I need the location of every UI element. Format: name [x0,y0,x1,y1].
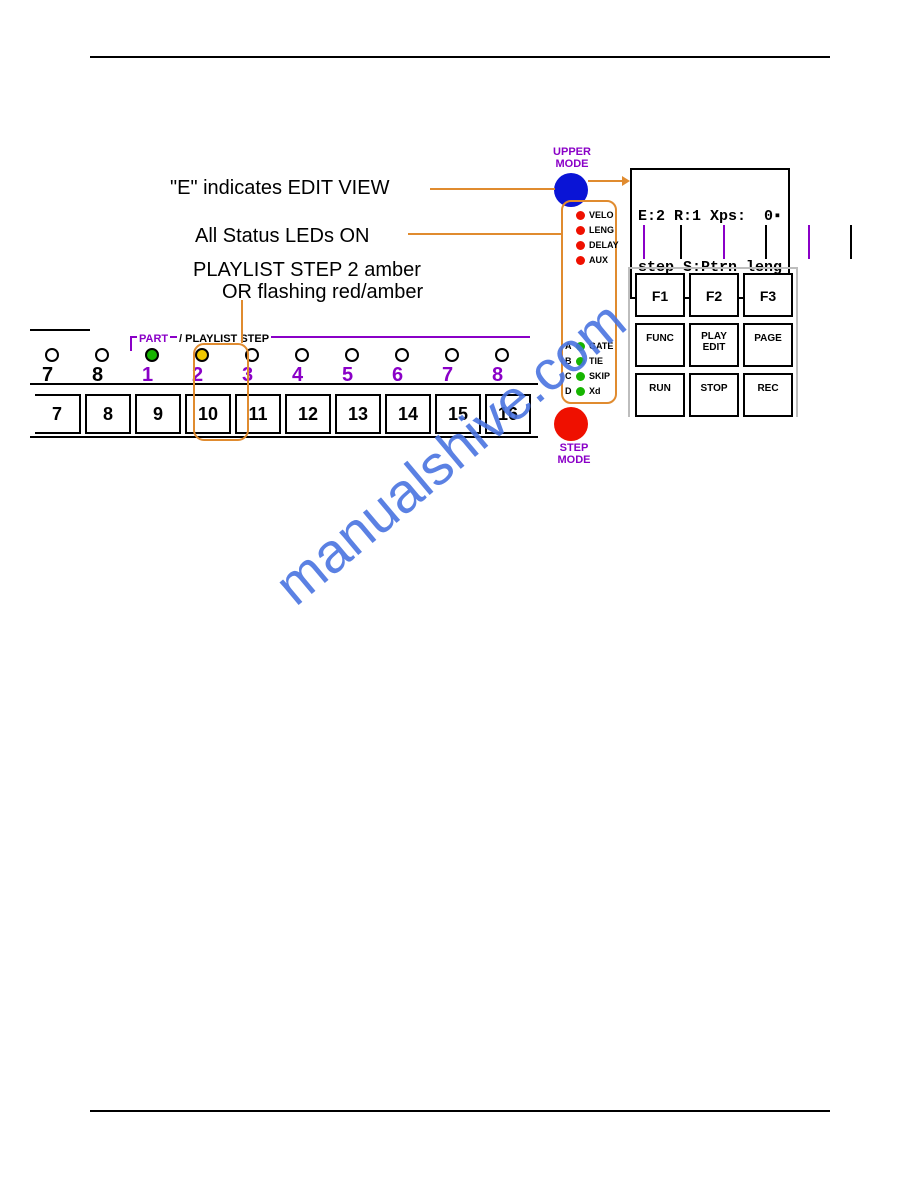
aux-led-label-xd: Xd [589,386,601,396]
page-rule-top [90,56,830,58]
fn-button-f3[interactable]: F3 [743,273,793,317]
fn-button-run[interactable]: RUN [635,373,685,417]
encoder-tick-0 [643,225,645,259]
step-mode-label: STEP MODE [555,443,593,466]
step-button-15[interactable]: 15 [435,394,481,434]
anno-playlist-step-l1: PLAYLIST STEP 2 amber [193,259,421,282]
aux-led-prefix-a: A [565,341,572,351]
step-button-13[interactable]: 13 [335,394,381,434]
aux-led-gate [576,342,585,351]
status-led-leng [576,226,585,235]
encoder-tick-1 [680,225,682,259]
anno-status-leds: All Status LEDs ON [195,225,370,248]
encoder-tick-5 [850,225,852,259]
leader-status-leds [408,233,563,235]
aux-led-prefix-c: C [565,371,572,381]
upper-mode-label: UPPER MODE [550,147,594,170]
encoder-tick-3 [765,225,767,259]
aux-led-xd [576,387,585,396]
part-led-5 [295,348,309,362]
part-header-part: PART [137,333,170,345]
aux-led-prefix-d: D [565,386,572,396]
fn-button-play-edit[interactable]: PLAYEDIT [689,323,739,367]
status-led-delay [576,241,585,250]
status-led-label-velo: VELO [589,210,614,220]
aux-led-label-gate: GATE [589,341,613,351]
fn-button-stop[interactable]: STOP [689,373,739,417]
aux-led-skip [576,372,585,381]
aux-led-label-tie: TIE [589,356,603,366]
arrow-upper-to-lcd [588,174,630,188]
anno-edit-view: "E" indicates EDIT VIEW [170,177,389,200]
aux-led-label-skip: SKIP [589,371,610,381]
step-button-16[interactable]: 16 [485,394,531,434]
fgrid-right [796,267,798,417]
aux-led-prefix-b: B [565,356,572,366]
part-led-0 [45,348,59,362]
step-button-8[interactable]: 8 [85,394,131,434]
page-rule-bottom [90,1110,830,1112]
part-led-7 [395,348,409,362]
step-row-topline [30,383,538,385]
fn-button-f2[interactable]: F2 [689,273,739,317]
part-led-9 [495,348,509,362]
aux-led-tie [576,357,585,366]
step-button-9[interactable]: 9 [135,394,181,434]
fgrid-left [628,267,630,417]
status-led-label-aux: AUX [589,255,608,265]
anno-playlist-step-l2: OR flashing red/amber [222,281,423,304]
fn-button-func[interactable]: FUNC [635,323,685,367]
lcd-line-1: E:2 R:1 Xps: 0▪ [638,208,782,225]
leader-playlist-step [241,300,243,343]
part-led-2 [145,348,159,362]
encoder-tick-4 [808,225,810,259]
leader-edit-view [430,188,555,190]
step-button-12[interactable]: 12 [285,394,331,434]
step-row-bottomline [30,436,538,438]
status-led-label-leng: LENG [589,225,614,235]
step-button-14[interactable]: 14 [385,394,431,434]
part-led-1 [95,348,109,362]
status-led-label-delay: DELAY [589,240,619,250]
part-led-6 [345,348,359,362]
fgrid-top [628,267,798,269]
fn-button-rec[interactable]: REC [743,373,793,417]
fn-button-page[interactable]: PAGE [743,323,793,367]
status-led-aux [576,256,585,265]
part-led-8 [445,348,459,362]
part-2-highlight [193,343,249,441]
fn-button-f1[interactable]: F1 [635,273,685,317]
encoder-tick-2 [723,225,725,259]
step-mode-button[interactable] [554,407,588,441]
status-led-velo [576,211,585,220]
part-header-vline [130,336,132,351]
step-button-7[interactable]: 7 [35,394,81,434]
left-partial-topline [30,329,90,331]
